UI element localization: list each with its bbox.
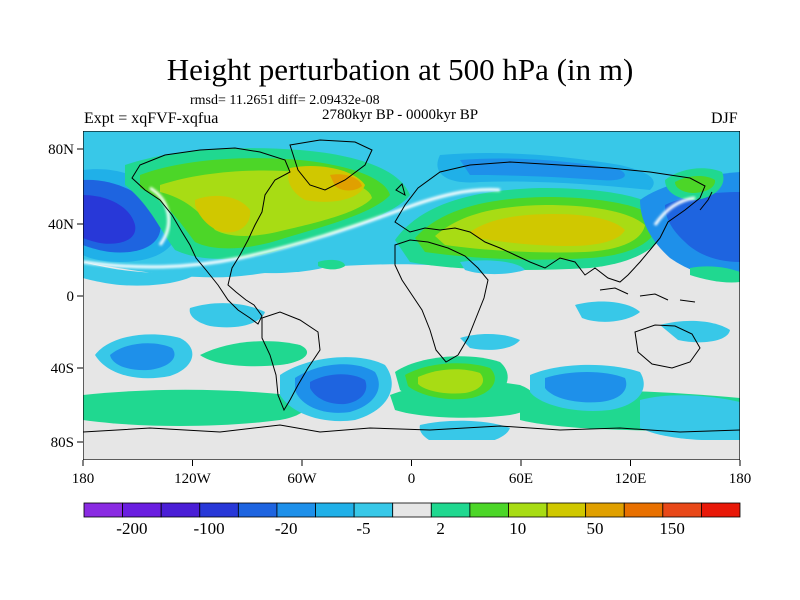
colorbar-swatch <box>160 502 201 518</box>
contour-fill <box>318 259 345 270</box>
antarctica-outline <box>83 424 740 433</box>
colorbar-swatch <box>585 502 625 518</box>
zero-contour <box>653 196 696 226</box>
longitude-axis: 180 120W 60W 0 60E 120E 180 <box>72 460 752 487</box>
north-america-outline <box>131 147 291 325</box>
colorbar-label: 10 <box>509 519 526 538</box>
contour-fill <box>83 262 200 286</box>
contour-fill <box>470 214 625 246</box>
colorbar: -200 -100 -20 -5 2 10 50 150 <box>83 502 741 538</box>
lat-tick-label: 80N <box>48 142 74 158</box>
latitude-axis: 80N 40N 0 40S 80S <box>48 142 83 451</box>
contour-fill <box>545 372 627 403</box>
lon-tick-label: 120W <box>174 471 212 487</box>
contour-fill <box>230 256 340 274</box>
lat-tick-label: 0 <box>67 289 75 305</box>
contour-fill <box>288 165 365 202</box>
contour-fill <box>640 395 740 441</box>
contour-fill <box>690 266 740 283</box>
contour-fill <box>83 440 740 460</box>
contour-fill <box>83 389 309 426</box>
colorbar-swatch <box>122 502 162 518</box>
contour-fill <box>460 260 525 275</box>
lat-tick-label: 80S <box>51 435 74 451</box>
contour-fill <box>675 176 716 193</box>
colorbar-swatch <box>83 502 123 518</box>
colorbar-label: 150 <box>659 519 685 538</box>
map-panel <box>83 131 740 460</box>
contour-fill <box>83 195 136 244</box>
contour-fill <box>418 369 484 394</box>
colorbar-label: -100 <box>193 519 224 538</box>
colorbar-swatch <box>315 502 355 518</box>
colorbar-swatch <box>623 502 664 518</box>
colorbar-label: -20 <box>275 519 298 538</box>
colorbar-swatch <box>353 502 394 518</box>
lon-tick-label: 60W <box>287 471 317 487</box>
contour-fill <box>660 320 730 343</box>
africa-outline <box>394 239 489 363</box>
colorbar-swatch <box>469 502 509 518</box>
australia-outline <box>634 324 701 369</box>
zero-contour <box>83 188 501 269</box>
contour-fill <box>575 301 640 322</box>
south-america-outline <box>261 311 321 412</box>
map-title: Height perturbation at 500 hPa (in m) <box>166 52 634 87</box>
stats-text: rmsd= 11.2651 diff= 2.09432e-08 <box>190 93 380 108</box>
lon-tick-label: 0 <box>408 471 416 487</box>
contour-fill <box>460 158 625 181</box>
lon-tick-label: 180 <box>729 471 752 487</box>
colorbar-swatch <box>662 502 702 518</box>
period-label: 2780kyr BP - 0000kyr BP <box>322 107 479 123</box>
colorbar-swatch <box>276 502 316 518</box>
japan-outline <box>699 191 713 211</box>
season-label: DJF <box>711 110 738 127</box>
contour-fill <box>665 192 740 262</box>
colorbar-label: 50 <box>586 519 603 538</box>
contour-fill <box>330 174 362 191</box>
contour-fill <box>200 341 308 367</box>
colorbar-swatch <box>701 502 741 518</box>
colorbar-swatch <box>199 502 239 518</box>
colorbar-label: -5 <box>356 519 370 538</box>
contour-fill <box>110 343 175 371</box>
colorbar-label: 2 <box>436 519 445 538</box>
colorbar-swatch <box>392 502 432 518</box>
colorbar-swatch <box>237 502 278 518</box>
eurasia-outline <box>394 161 706 283</box>
lat-tick-label: 40N <box>48 217 74 233</box>
contour-fill <box>195 195 251 233</box>
lon-tick-label: 180 <box>72 471 95 487</box>
contour-fill <box>460 334 520 350</box>
lon-tick-label: 60E <box>509 471 533 487</box>
colorbar-swatch <box>546 502 587 518</box>
lon-tick-label: 120E <box>615 471 647 487</box>
coastlines <box>83 139 740 433</box>
greenland-outline <box>289 139 373 191</box>
uk-outline <box>395 183 406 197</box>
zero-contour <box>149 186 171 246</box>
experiment-label: Expt = xqFVF-xqfua <box>84 110 219 127</box>
indonesia-outline <box>599 287 696 303</box>
colorbar-swatch <box>430 502 471 518</box>
contour-fill <box>310 374 367 405</box>
lat-tick-label: 40S <box>51 361 74 377</box>
contour-fill <box>189 303 265 328</box>
colorbar-swatch <box>508 502 548 518</box>
colorbar-label: -200 <box>116 519 147 538</box>
